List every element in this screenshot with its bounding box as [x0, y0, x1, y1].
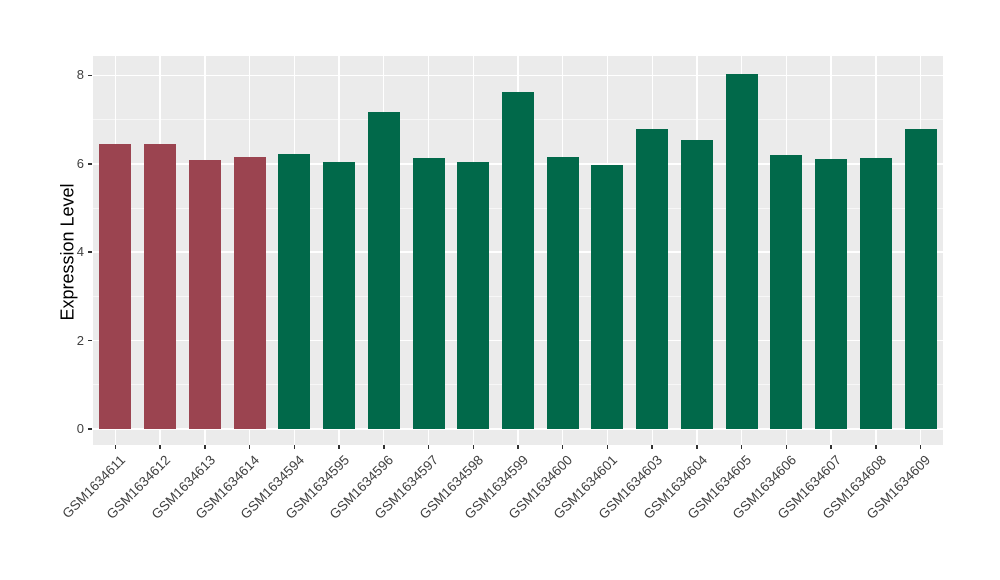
- x-tick-mark: [248, 445, 251, 449]
- x-tick-mark: [740, 445, 743, 449]
- x-tick-mark: [472, 445, 474, 449]
- bar-GSM1634609: [904, 129, 937, 429]
- x-tick-mark: [338, 445, 340, 449]
- bar-GSM1634603: [636, 128, 669, 429]
- plot-panel: [93, 56, 943, 445]
- bar-GSM1634606: [770, 154, 803, 429]
- y-tick-mark: [88, 74, 92, 77]
- x-tick-mark: [830, 445, 832, 449]
- y-tick-label: 6: [76, 155, 84, 171]
- x-tick-mark: [696, 445, 698, 449]
- bar-GSM1634611: [99, 143, 132, 429]
- x-tick-mark: [517, 445, 519, 449]
- x-tick-mark: [875, 445, 877, 449]
- x-tick-mark: [114, 445, 117, 449]
- bar-GSM1634613: [188, 159, 221, 429]
- gridline-major: [93, 428, 943, 430]
- y-tick-label: 2: [76, 332, 84, 348]
- x-tick-mark: [293, 445, 296, 449]
- y-tick-mark: [88, 163, 92, 165]
- bar-GSM1634608: [859, 157, 892, 429]
- y-tick-label: 0: [76, 421, 84, 436]
- y-tick-label: 4: [76, 244, 84, 260]
- x-tick-mark: [427, 445, 430, 449]
- bar-GSM1634614: [233, 157, 266, 429]
- bar-GSM1634607: [815, 158, 848, 429]
- bar-GSM1634597: [412, 158, 445, 429]
- bar-GSM1634598: [457, 162, 490, 429]
- bar-GSM1634595: [323, 162, 356, 429]
- x-tick-mark: [651, 445, 653, 449]
- x-tick-mark: [561, 445, 564, 449]
- y-tick-mark: [88, 428, 92, 430]
- bar-GSM1634594: [278, 154, 311, 429]
- bar-GSM1634605: [725, 74, 758, 429]
- y-axis-title: Expression Level: [57, 183, 78, 321]
- x-tick-mark: [204, 445, 206, 449]
- x-tick-mark: [159, 445, 161, 449]
- bar-GSM1634604: [680, 139, 713, 429]
- x-tick-mark: [383, 445, 385, 449]
- x-tick-mark: [606, 445, 609, 449]
- y-tick-mark: [88, 251, 92, 253]
- bar-GSM1634601: [591, 165, 624, 429]
- bar-GSM1634612: [144, 143, 177, 429]
- x-tick-mark: [919, 445, 922, 449]
- bar-GSM1634596: [367, 111, 400, 429]
- bar-GSM1634600: [546, 156, 579, 429]
- y-tick-mark: [88, 339, 92, 342]
- y-tick-label: 8: [76, 67, 84, 83]
- bar-GSM1634599: [502, 91, 534, 429]
- gridline-major: [93, 74, 943, 77]
- x-tick-mark: [785, 445, 788, 449]
